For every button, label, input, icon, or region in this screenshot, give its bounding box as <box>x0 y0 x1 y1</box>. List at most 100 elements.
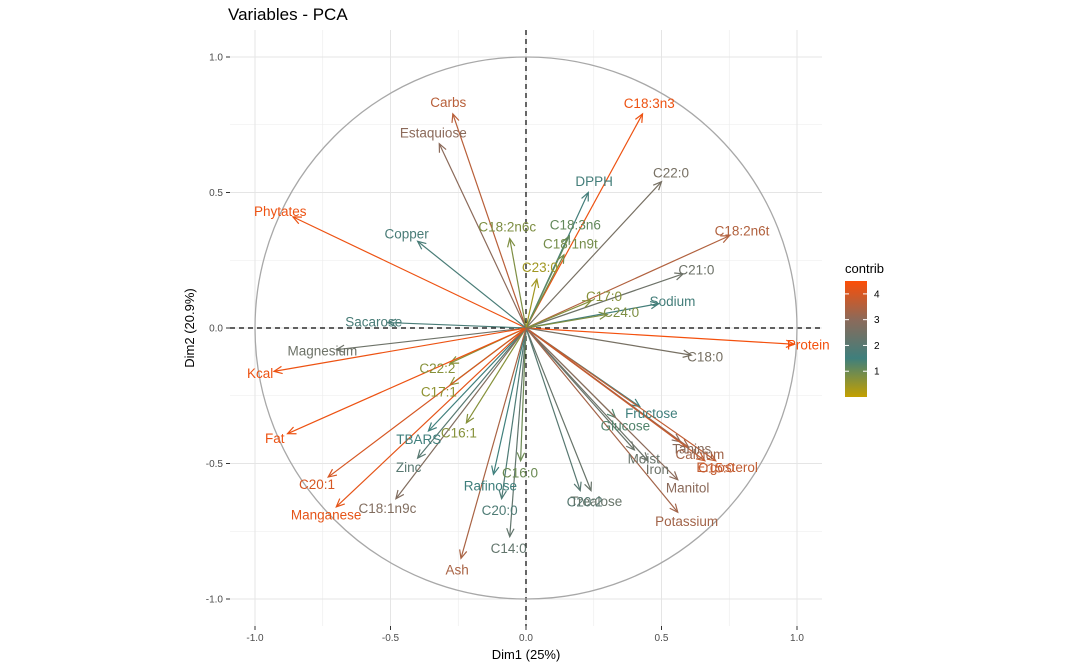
label-sodium: Sodium <box>650 294 696 309</box>
arrow-head <box>427 422 437 433</box>
label-fat: Fat <box>265 431 285 446</box>
arrow-head <box>506 527 515 539</box>
arrow-shaft <box>428 327 527 432</box>
arrow-shaft <box>336 327 527 351</box>
arrow-estaquiose <box>438 142 527 329</box>
arrow-ash <box>459 327 527 560</box>
arrow-shaft <box>452 113 527 329</box>
arrow-shaft <box>525 327 679 481</box>
arrow-head <box>507 237 516 248</box>
arrow-c16-1 <box>465 327 527 425</box>
arrow-head <box>649 300 661 310</box>
arrow-shaft <box>525 327 592 491</box>
label-phytates: Phytates <box>254 204 307 219</box>
arrow-shaft <box>525 235 730 329</box>
arrow-head <box>669 471 679 481</box>
label-c24-0: C24:0 <box>603 305 639 320</box>
variable-labels: Carbs C18:3n3 Estaquiose C22:0 DPPH Phytates C… <box>247 95 830 577</box>
y-axis-title: Dim2 (20.9%) <box>182 288 197 367</box>
label-trealose: Trealose <box>570 494 622 509</box>
arrow-copper <box>416 240 527 329</box>
plot-panel: Carbs C18:3n3 Estaquiose C22:0 DPPH Phytates C… <box>230 30 830 626</box>
arrow-c16-0 <box>516 327 527 463</box>
arrow-head <box>584 481 592 492</box>
label-c20-2: C20:2 <box>567 494 603 509</box>
arrow-head <box>582 300 593 308</box>
arrow-shaft <box>525 327 692 356</box>
arrow-shaft <box>387 321 527 329</box>
arrow-shaft <box>525 300 592 329</box>
arrow-head <box>491 465 500 476</box>
label-manitol: Manitol <box>666 481 710 496</box>
arrow-ergosterol <box>525 327 717 462</box>
arrow-shaft <box>287 327 527 435</box>
arrow-potassium <box>525 327 679 514</box>
y-tick-label: -1.0 <box>206 595 224 606</box>
label-c18-2n6t: C18:2n6t <box>715 223 770 238</box>
label-magnesium: Magnesium <box>287 344 357 359</box>
arrow-magnesium <box>334 327 527 353</box>
label-sacarose: Sacarose <box>345 315 402 330</box>
x-tick-label: -1.0 <box>246 633 264 644</box>
arrow-shaft <box>509 327 527 537</box>
label-rafinose: Rafinose <box>464 479 517 494</box>
label-carbs: Carbs <box>430 95 466 110</box>
label-potassium: Potassium <box>655 514 718 529</box>
y-tick-label: -0.5 <box>206 459 224 470</box>
label-c18-3n6: C18:3n6 <box>550 218 601 233</box>
arrow-head <box>498 489 507 501</box>
arrow-shaft <box>395 327 527 500</box>
arrow-head <box>556 253 565 264</box>
arrow-c18-3n3 <box>525 112 644 329</box>
arrow-head <box>438 142 447 153</box>
arrow-head <box>286 426 297 435</box>
arrow-head <box>459 549 468 560</box>
arrow-trealose <box>525 327 592 492</box>
arrow-head <box>635 112 644 123</box>
y-tick-label: 0.5 <box>209 188 223 199</box>
x-axis-title: Dim1 (25%) <box>492 647 561 662</box>
arrow-shaft <box>292 216 527 329</box>
label-tanins: Tanins <box>672 441 711 456</box>
legend-colorbar <box>845 281 867 397</box>
label-c17-1: C17:1 <box>421 385 457 400</box>
label-c21-0: C21:0 <box>678 262 714 277</box>
arrow-iron <box>525 327 649 462</box>
arrow-head <box>272 365 283 375</box>
arrow-head <box>639 452 649 462</box>
arrow-head <box>451 112 460 123</box>
arrow-head <box>335 498 345 508</box>
label-tbars: TBARS <box>396 432 441 447</box>
legend-tick-label: 1 <box>874 367 880 378</box>
label-c20-0: C20:0 <box>482 503 518 518</box>
arrow-shaft <box>519 327 527 461</box>
arrow-head <box>516 452 526 463</box>
arrow-shaft <box>525 327 581 491</box>
arrow-shaft <box>273 327 527 372</box>
y-axis-ticks: -1.0 -0.5 0.0 0.5 1.0 <box>206 53 230 606</box>
arrow-shaft <box>525 254 565 329</box>
arrow-tbars <box>427 327 527 433</box>
arrow-shaft <box>501 327 527 499</box>
arrow-c15-0 <box>525 327 707 462</box>
arrow-shaft <box>525 273 684 329</box>
arrow-head <box>706 452 717 462</box>
arrow-c20-1 <box>326 327 527 478</box>
label-ergosterol: Ergosterol <box>696 460 758 475</box>
legend: contrib 1 2 3 4 <box>845 261 884 397</box>
arrow-c23-0 <box>525 277 540 329</box>
arrow-shaft <box>417 327 527 459</box>
arrow-manitol <box>525 327 679 481</box>
x-axis-ticks: -1.0 -0.5 0.0 0.5 1.0 <box>246 626 804 644</box>
arrow-head <box>669 503 679 514</box>
label-estaquiose: Estaquiose <box>400 125 467 140</box>
arrow-head <box>326 468 338 478</box>
label-c18-1n9c: C18:1n9c <box>359 501 417 516</box>
label-dpph: DPPH <box>575 174 613 189</box>
variable-arrows <box>272 112 796 560</box>
arrow-shaft <box>509 238 527 329</box>
arrow-zinc <box>416 327 527 460</box>
label-iron: Iron <box>646 462 669 477</box>
arrow-manganese <box>335 327 527 508</box>
